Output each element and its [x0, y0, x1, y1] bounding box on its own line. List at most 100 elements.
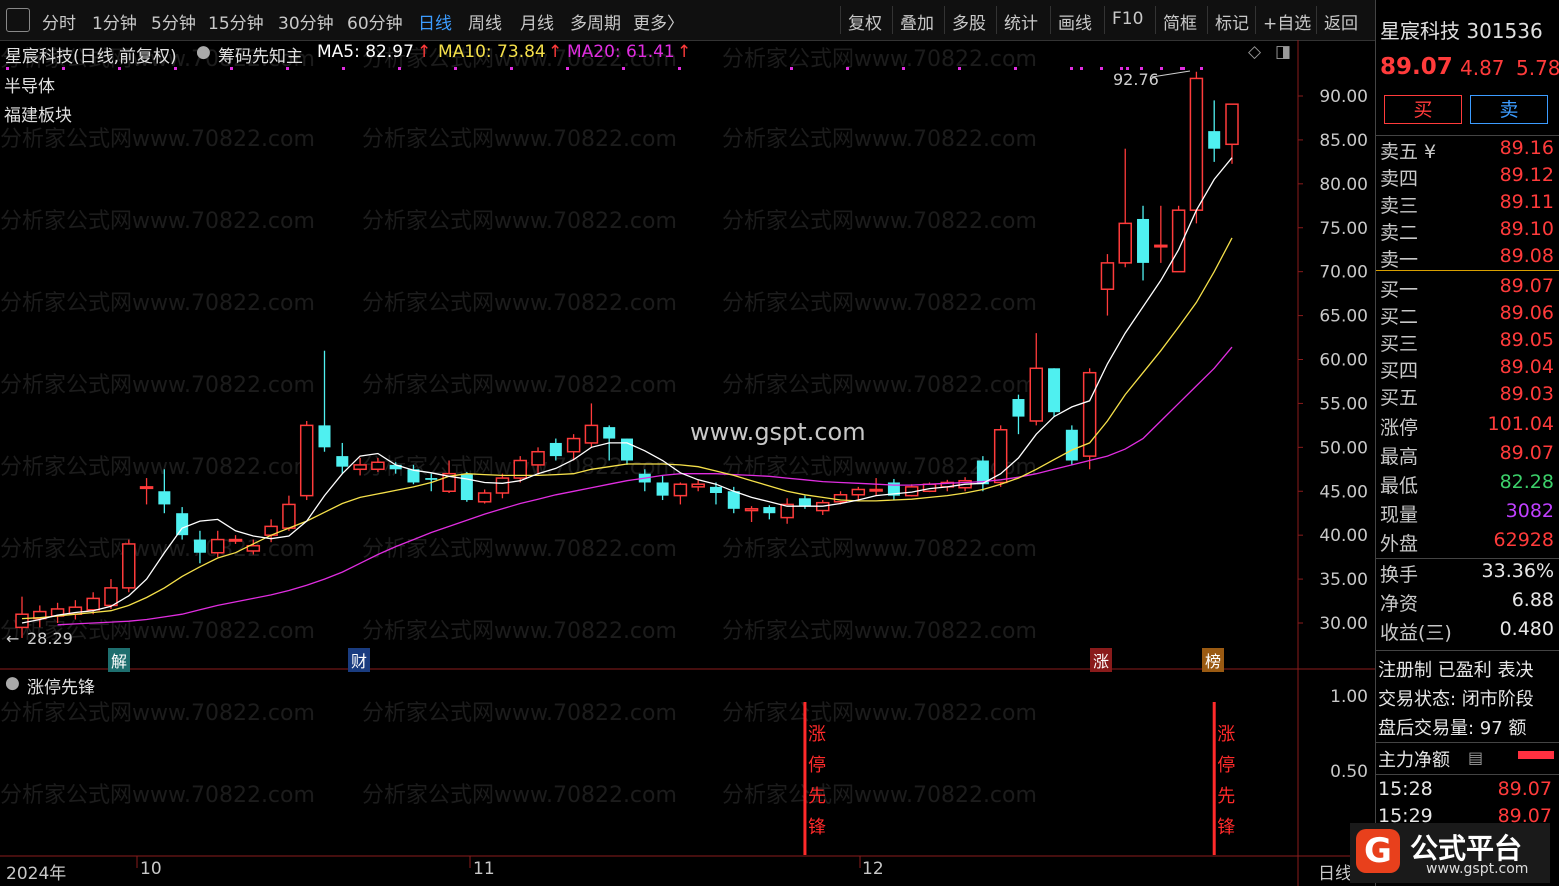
toolbar-tool-button[interactable]: 统计 — [1004, 14, 1038, 34]
diamond-icon[interactable]: ◇ — [1248, 42, 1262, 62]
watermark-text: 分析家公式网www.70822.com — [0, 455, 315, 480]
toolbar-tool-button[interactable]: F10 — [1112, 9, 1144, 29]
tick-price: 89.07 — [1497, 805, 1552, 827]
fundamental-row-value: 33.36% — [1481, 560, 1554, 582]
toolbar-tool-button[interactable]: 多股 — [952, 14, 986, 34]
signal-dot — [1160, 67, 1163, 70]
toolbar-tool-button[interactable]: +自选 — [1263, 14, 1312, 34]
toolbar-tool-button[interactable]: 返回 — [1324, 14, 1358, 34]
y-axis-label: 30.00 — [1319, 614, 1368, 634]
list-icon[interactable]: ▤ — [1468, 748, 1484, 767]
candle-body-up — [833, 494, 848, 503]
signal-dot — [566, 67, 569, 70]
buy-button[interactable]: 买 — [1384, 95, 1462, 124]
ask-row-value: 89.08 — [1499, 245, 1554, 267]
marker-unlock[interactable]: 解 — [108, 648, 131, 672]
candle-body-up — [353, 464, 367, 471]
candle-body-up — [673, 483, 688, 497]
stat-row-value: 89.07 — [1499, 442, 1554, 464]
bid-row-label: 买四 — [1380, 360, 1419, 382]
period-tab[interactable]: 更多〉 — [633, 14, 684, 34]
signal-dot — [1014, 67, 1017, 70]
tick-price: 89.07 — [1497, 778, 1552, 800]
signal-dot — [1126, 67, 1129, 70]
watermark-text: 分析家公式网www.70822.com — [722, 373, 1037, 398]
y-axis-label: 40.00 — [1319, 526, 1368, 546]
toolbar-tool-button[interactable]: 复权 — [848, 14, 882, 34]
period-tab[interactable]: 15分钟 — [208, 14, 264, 34]
signal-dot — [1182, 67, 1185, 70]
y-axis-label: 60.00 — [1319, 351, 1368, 371]
period-tab[interactable]: 分时 — [42, 14, 76, 34]
marker-limit-up[interactable]: 涨 — [1090, 648, 1113, 672]
toolbar-tool-button[interactable]: 标记 — [1215, 14, 1249, 34]
sub-indicator-toggle-icon[interactable]: ● — [5, 673, 20, 693]
sector-tag-fujian[interactable]: 福建板块 — [4, 106, 72, 126]
period-tab[interactable]: 1分钟 — [92, 14, 137, 34]
period-tab[interactable]: 周线 — [468, 14, 502, 34]
sell-button[interactable]: 卖 — [1470, 95, 1548, 124]
watermark-text: 分析家公式网www.70822.com — [362, 291, 677, 316]
sub-indicator-name: 涨停先锋 — [27, 678, 95, 698]
ask-row: 卖三 89.11 — [1380, 191, 1554, 217]
limitup-signal-char: 涨 — [1217, 724, 1235, 745]
indicator-toggle-icon[interactable]: ● — [196, 42, 211, 62]
trade-status: 交易状态: 闭市阶段 — [1378, 689, 1534, 710]
watermark-text: 分析家公式网www.70822.com — [722, 291, 1037, 316]
ask-row: 卖二 89.10 — [1380, 218, 1554, 244]
candle-body-down — [336, 456, 349, 467]
watermark-text: 分析家公式网www.70822.com — [0, 127, 315, 152]
toolbar-separator — [1104, 6, 1105, 34]
signal-dot — [1080, 67, 1083, 70]
bid-row-label: 买一 — [1380, 279, 1419, 301]
panel-toggle-icon[interactable]: ◨ — [1275, 42, 1292, 62]
marker-ranking[interactable]: 榜 — [1202, 648, 1225, 672]
candle-body-down — [1048, 368, 1061, 413]
x-axis-month-oct: 10 — [140, 859, 162, 879]
stat-row: 现量 3082 — [1380, 500, 1554, 526]
marker-finance[interactable]: 财 — [348, 648, 371, 672]
bid-row-value: 89.06 — [1499, 302, 1554, 324]
y-axis-label: 70.00 — [1319, 263, 1368, 283]
period-tab[interactable]: 30分钟 — [278, 14, 334, 34]
period-tab[interactable]: 5分钟 — [151, 14, 196, 34]
divider — [1376, 135, 1559, 136]
candle-body-down — [603, 427, 616, 439]
watermark-text: 分析家公式网www.70822.com — [0, 619, 315, 644]
signal-dot — [1200, 67, 1203, 70]
bid-row-label: 买二 — [1380, 306, 1419, 328]
kline-chart[interactable]: 分析家公式网www.70822.com 分析家公式网www.70822.com 分析… — [0, 40, 1375, 886]
stat-row-value: 82.28 — [1499, 471, 1554, 493]
signal-dot — [62, 67, 65, 70]
watermark-text: 分析家公式网www.70822.com — [722, 537, 1037, 562]
candle-body-down — [1012, 399, 1025, 417]
period-tab[interactable]: 多周期 — [570, 14, 621, 34]
candle-body-up — [122, 543, 136, 589]
ask-row-label: 卖三 — [1380, 195, 1419, 217]
period-tab[interactable]: 月线 — [520, 14, 554, 34]
y-axis-label: 90.00 — [1319, 87, 1368, 107]
layout-toggle-icon[interactable] — [6, 8, 30, 32]
watermark-text: 分析家公式网www.70822.com — [722, 47, 1037, 72]
toolbar-tool-button[interactable]: 简框 — [1163, 14, 1197, 34]
period-toolbar: 分时 1分钟 5分钟 15分钟 30分钟 60分钟 日线 周线 月线 多周期 更多〉 复权 叠加 多股 统计… — [0, 0, 1375, 41]
period-tab[interactable]: 日线 — [418, 14, 452, 34]
panel-price: 89.07 — [1380, 54, 1453, 80]
stat-row: 最低 82.28 — [1380, 471, 1554, 497]
signal-dot — [510, 67, 513, 70]
candle-body-up — [1171, 209, 1186, 273]
watermark-text: 分析家公式网www.70822.com — [362, 127, 677, 152]
period-tab[interactable]: 60分钟 — [347, 14, 403, 34]
toolbar-tool-button[interactable]: 叠加 — [900, 14, 934, 34]
order-book: 卖五 ¥ 89.16 卖四 89.12 卖三 89.11 卖二 89.10 卖一 89.08 买一 8… — [1376, 137, 1559, 417]
stat-row-value: 62928 — [1493, 529, 1554, 551]
candle-body-up — [104, 587, 118, 607]
tick-time: 15:29 — [1378, 805, 1433, 827]
signal-dot — [1120, 67, 1123, 70]
orderbook-divider — [1376, 270, 1559, 271]
toolbar-tool-button[interactable]: 画线 — [1058, 14, 1092, 34]
bid-row: 买四 89.04 — [1380, 356, 1554, 382]
candle-body-down — [176, 513, 189, 536]
sector-tag-semiconductor[interactable]: 半导体 — [4, 77, 55, 97]
watermark-text: 分析家公式网www.70822.com — [362, 701, 677, 726]
